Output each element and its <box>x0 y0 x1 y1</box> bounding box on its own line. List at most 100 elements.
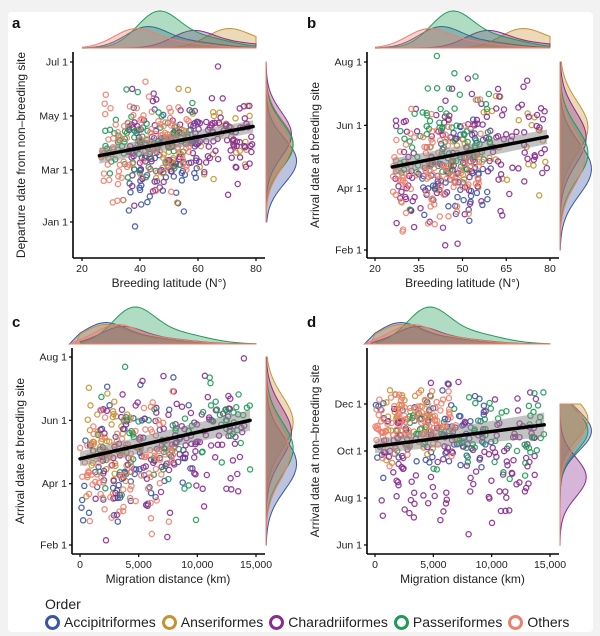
data-point <box>488 519 496 527</box>
regression-line <box>390 135 549 169</box>
data-point <box>240 355 248 362</box>
data-point <box>148 125 155 133</box>
data-point <box>424 401 431 408</box>
data-point <box>100 177 107 185</box>
legend-swatch-icon <box>393 614 409 630</box>
marginal-density-others <box>559 403 585 545</box>
data-point <box>503 494 510 501</box>
data-point <box>478 158 486 166</box>
data-point <box>468 131 476 139</box>
data-point <box>467 474 474 482</box>
data-point <box>149 399 156 406</box>
data-point <box>95 479 103 487</box>
legend-item-anseriformes: Anseriformes <box>161 614 263 630</box>
data-point <box>472 96 480 104</box>
data-point <box>114 197 121 204</box>
legend-item-passeriformes: Passeriformes <box>393 614 502 630</box>
data-point <box>457 413 464 420</box>
data-point <box>149 97 157 105</box>
data-point <box>522 459 529 467</box>
marginal-density-charadriiformes <box>265 61 292 223</box>
data-point <box>428 196 435 203</box>
data-point <box>119 486 127 493</box>
marginal-density-others <box>374 28 551 49</box>
data-point <box>206 374 213 381</box>
data-point <box>115 167 123 175</box>
data-point <box>168 457 176 464</box>
data-point <box>531 153 539 161</box>
data-point <box>411 392 419 400</box>
data-point <box>453 135 460 142</box>
data-point <box>400 148 408 156</box>
data-point <box>516 479 523 486</box>
data-point <box>477 130 484 138</box>
data-point <box>480 108 487 116</box>
data-point <box>445 203 452 210</box>
data-point <box>139 124 147 131</box>
panel-label: b <box>307 15 316 32</box>
data-point <box>227 475 234 482</box>
data-point <box>234 488 242 495</box>
data-point <box>145 93 153 100</box>
data-point <box>235 391 242 398</box>
data-point <box>468 167 476 175</box>
data-point <box>408 478 415 485</box>
data-point <box>392 391 399 398</box>
data-point <box>445 123 452 131</box>
data-point <box>385 453 393 460</box>
data-point <box>466 200 474 207</box>
x-tick-label: 80 <box>544 263 556 275</box>
data-point <box>165 411 172 419</box>
data-point <box>85 384 93 392</box>
data-point <box>236 138 244 146</box>
data-point <box>395 481 402 489</box>
data-point <box>138 182 145 189</box>
data-point <box>140 112 147 119</box>
data-point <box>200 503 208 510</box>
data-point <box>185 401 192 409</box>
data-point <box>388 419 395 427</box>
data-point <box>537 105 545 112</box>
data-point <box>147 473 154 481</box>
data-point <box>93 471 101 478</box>
data-point <box>210 112 218 120</box>
data-point <box>443 448 450 456</box>
data-point <box>470 480 477 488</box>
data-point <box>132 427 139 435</box>
data-point <box>441 421 448 429</box>
data-point <box>120 503 127 511</box>
y-tick-label: Feb 1 <box>40 540 67 552</box>
data-point <box>543 164 551 172</box>
data-point <box>540 389 547 396</box>
data-point <box>379 512 387 519</box>
x-axis-title: Migration distance (km) <box>106 572 231 586</box>
data-point <box>430 465 437 472</box>
data-point <box>167 108 174 115</box>
data-point <box>231 440 239 448</box>
data-point <box>155 416 162 424</box>
data-point <box>109 408 117 415</box>
data-point <box>406 206 414 213</box>
data-point <box>467 164 474 171</box>
data-point <box>441 415 449 423</box>
data-point <box>224 191 232 199</box>
data-point <box>410 514 418 521</box>
data-point <box>468 90 476 98</box>
data-point <box>524 155 531 163</box>
data-point <box>230 143 238 150</box>
data-point <box>90 423 97 430</box>
data-point <box>208 94 216 102</box>
data-point <box>373 406 380 413</box>
data-point <box>183 166 190 174</box>
legend-item-charadriiformes: Charadriiformes <box>269 614 388 630</box>
data-point <box>445 457 453 465</box>
data-point <box>100 406 107 413</box>
data-point <box>87 402 94 409</box>
data-point <box>421 211 428 219</box>
y-axis-title: Arrival date at non–breeding site <box>308 364 322 537</box>
data-point <box>174 127 181 135</box>
data-point <box>443 489 450 496</box>
data-point <box>160 151 167 158</box>
data-point <box>423 144 430 151</box>
